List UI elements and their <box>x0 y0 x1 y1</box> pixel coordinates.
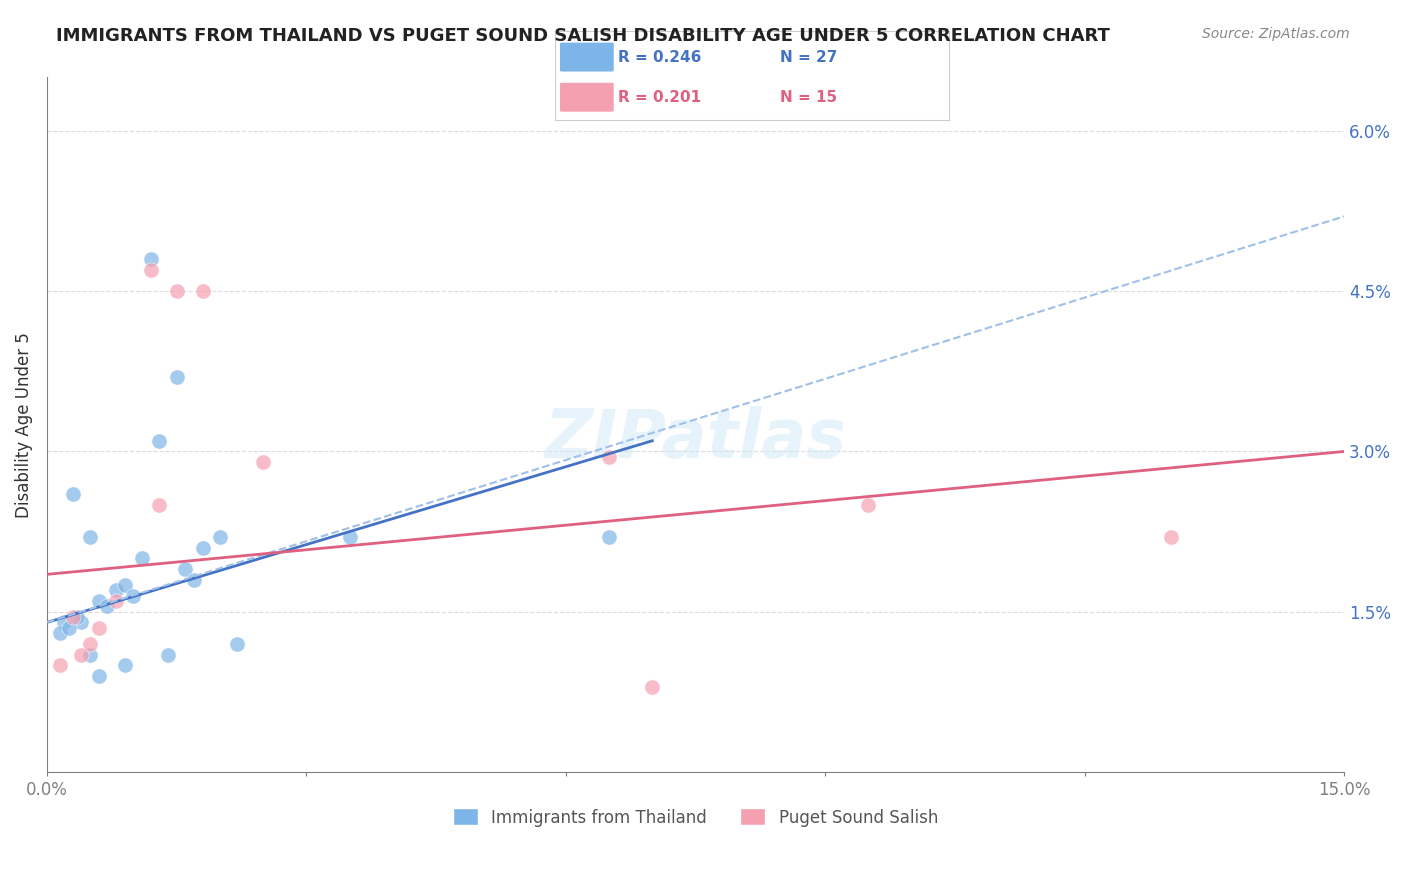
Point <box>79 530 101 544</box>
Point <box>79 637 101 651</box>
Point <box>87 594 110 608</box>
Point <box>53 615 76 630</box>
Text: IMMIGRANTS FROM THAILAND VS PUGET SOUND SALISH DISABILITY AGE UNDER 5 CORRELATIO: IMMIGRANTS FROM THAILAND VS PUGET SOUND … <box>56 27 1111 45</box>
Point <box>148 434 170 448</box>
Point <box>139 262 162 277</box>
Point <box>62 487 84 501</box>
Point <box>49 626 72 640</box>
Point <box>70 615 93 630</box>
Text: R = 0.246: R = 0.246 <box>619 50 702 64</box>
Point <box>598 530 620 544</box>
Point <box>114 578 136 592</box>
Point <box>79 648 101 662</box>
Point <box>191 541 214 555</box>
Point <box>148 498 170 512</box>
Point <box>226 637 249 651</box>
Y-axis label: Disability Age Under 5: Disability Age Under 5 <box>15 332 32 517</box>
Text: ZIPatlas: ZIPatlas <box>544 406 846 472</box>
Text: N = 27: N = 27 <box>780 50 837 64</box>
Text: R = 0.201: R = 0.201 <box>619 90 702 104</box>
Point <box>96 599 118 614</box>
Point <box>1160 530 1182 544</box>
Point <box>58 621 80 635</box>
FancyBboxPatch shape <box>560 42 614 72</box>
Point <box>252 455 274 469</box>
FancyBboxPatch shape <box>560 82 614 112</box>
Point <box>156 648 179 662</box>
Point <box>131 551 153 566</box>
Point <box>598 450 620 464</box>
Point <box>858 498 880 512</box>
Text: N = 15: N = 15 <box>780 90 837 104</box>
Point <box>166 284 188 298</box>
Point <box>114 658 136 673</box>
Point <box>70 648 93 662</box>
Point <box>105 583 128 598</box>
Point <box>183 573 205 587</box>
Point <box>66 610 89 624</box>
Point <box>166 369 188 384</box>
Point <box>174 562 197 576</box>
Point <box>62 610 84 624</box>
Point <box>87 669 110 683</box>
Point <box>339 530 361 544</box>
Point <box>105 594 128 608</box>
Point <box>49 658 72 673</box>
Point <box>191 284 214 298</box>
Point <box>208 530 231 544</box>
Point <box>122 589 145 603</box>
Legend: Immigrants from Thailand, Puget Sound Salish: Immigrants from Thailand, Puget Sound Sa… <box>446 802 945 833</box>
Point <box>139 252 162 266</box>
Point <box>641 680 664 694</box>
Point <box>87 621 110 635</box>
Text: Source: ZipAtlas.com: Source: ZipAtlas.com <box>1202 27 1350 41</box>
